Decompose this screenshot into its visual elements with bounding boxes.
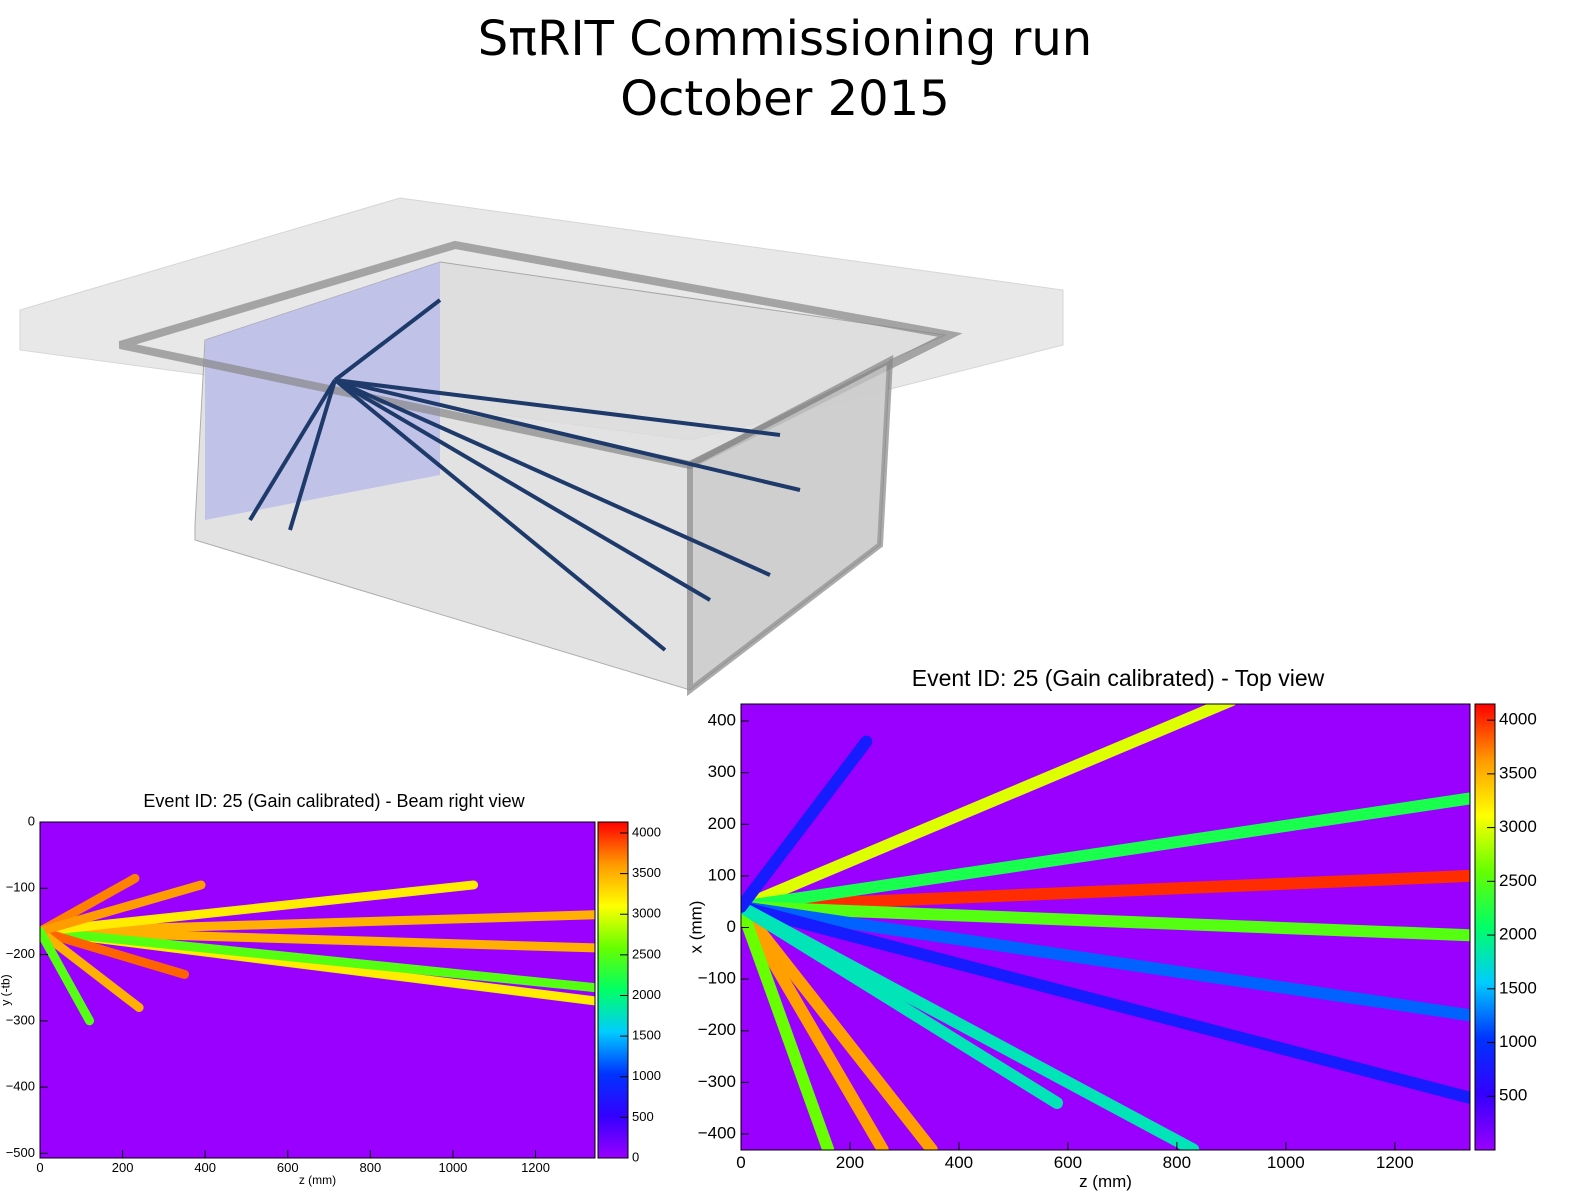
- x-tick-label: 0: [736, 1153, 745, 1172]
- x-tick-label: 1200: [521, 1160, 550, 1175]
- y-tick-label: −400: [698, 1123, 736, 1142]
- slide-subtitle: October 2015: [620, 71, 950, 127]
- track: [40, 926, 95, 1026]
- x-tick-label: 0: [36, 1160, 43, 1175]
- color-bar-label: 3000: [632, 906, 661, 921]
- color-bar-label: 1500: [1499, 978, 1537, 997]
- x-tick-label: 200: [836, 1153, 864, 1172]
- y-tick-label: −500: [6, 1145, 35, 1160]
- track: [40, 880, 479, 936]
- x-tick-label: 400: [945, 1153, 973, 1172]
- color-bar-label: 1000: [1499, 1032, 1537, 1051]
- track: [40, 926, 144, 1013]
- y-tick-label: −100: [698, 969, 736, 988]
- x-axis-label: z (mm): [1079, 1172, 1132, 1191]
- y-tick-label: −300: [698, 1072, 736, 1091]
- y-tick-label: 300: [708, 762, 736, 781]
- color-bar: [1474, 703, 1496, 1151]
- tracks: [741, 704, 1470, 1150]
- color-bar-label: 500: [1499, 1086, 1527, 1105]
- color-bar-label: 4000: [632, 824, 661, 839]
- y-tick-label: 200: [708, 814, 736, 833]
- detector-render: [19, 197, 1064, 697]
- slide-title: SπRIT Commissioning run: [478, 11, 1092, 67]
- color-bar-label: 2500: [1499, 871, 1537, 890]
- track: [40, 926, 190, 979]
- chart-title: Event ID: 25 (Gain calibrated) - Beam ri…: [143, 791, 525, 811]
- track: [40, 926, 595, 953]
- y-axis-label: y (-tb): [0, 974, 12, 1005]
- y-tick-label: −200: [6, 946, 35, 961]
- y-tick-label: −300: [6, 1012, 35, 1027]
- color-bar-label: 1000: [632, 1068, 661, 1083]
- color-bar-label: 500: [632, 1109, 654, 1124]
- side-wall: [687, 354, 894, 697]
- color-bar-label: 0: [632, 1149, 639, 1164]
- color-bar-label: 2000: [632, 987, 661, 1002]
- x-tick-label: 800: [360, 1160, 382, 1175]
- frame: [118, 240, 963, 470]
- track: [741, 900, 1470, 942]
- y-tick-label: −100: [6, 880, 35, 895]
- color-bar-label: 3500: [1499, 763, 1537, 782]
- track: [741, 900, 835, 1150]
- y-tick-label: −200: [698, 1020, 736, 1039]
- y-tick-label: 100: [708, 865, 736, 884]
- y-axis-label: x (mm): [686, 901, 705, 954]
- x-tick-label: 400: [194, 1160, 216, 1175]
- track: [741, 792, 1470, 913]
- track: [741, 900, 1470, 1022]
- x-tick-label: 1000: [438, 1160, 467, 1175]
- color-bar-label: 1500: [632, 1028, 661, 1043]
- track: [741, 704, 1237, 913]
- x-tick-label: 800: [1163, 1153, 1191, 1172]
- color-bar-label: 2500: [632, 946, 661, 961]
- color-bar-label: 2000: [1499, 925, 1537, 944]
- track: [40, 910, 595, 936]
- plot-frame: [39, 821, 596, 1159]
- track: [741, 900, 938, 1150]
- color-bar-label: 4000: [1499, 710, 1537, 729]
- tracks: [40, 873, 595, 1026]
- track: [40, 926, 595, 993]
- track: [741, 900, 889, 1150]
- track: [741, 900, 1064, 1110]
- track: [741, 900, 1470, 1104]
- track: [741, 735, 873, 913]
- track: [40, 880, 206, 936]
- y-tick-label: 0: [28, 813, 35, 828]
- chart-title: Event ID: 25 (Gain calibrated) - Top vie…: [912, 665, 1325, 691]
- x-tick-label: 1000: [1267, 1153, 1305, 1172]
- x-tick-label: 600: [1054, 1153, 1082, 1172]
- color-bar-label: 3500: [632, 865, 661, 880]
- x-tick-label: 1200: [1376, 1153, 1414, 1172]
- x-axis-label: z (mm): [299, 1173, 336, 1187]
- x-tick-label: 200: [112, 1160, 134, 1175]
- y-tick-label: 0: [727, 917, 736, 936]
- color-bar: [597, 821, 629, 1159]
- color-bar-label: 3000: [1499, 817, 1537, 836]
- y-tick-label: 400: [708, 711, 736, 730]
- y-tick-label: −400: [6, 1079, 35, 1094]
- plot-frame: [740, 703, 1471, 1151]
- track: [741, 869, 1470, 913]
- x-tick-label: 600: [277, 1160, 299, 1175]
- track-render: [248, 298, 801, 652]
